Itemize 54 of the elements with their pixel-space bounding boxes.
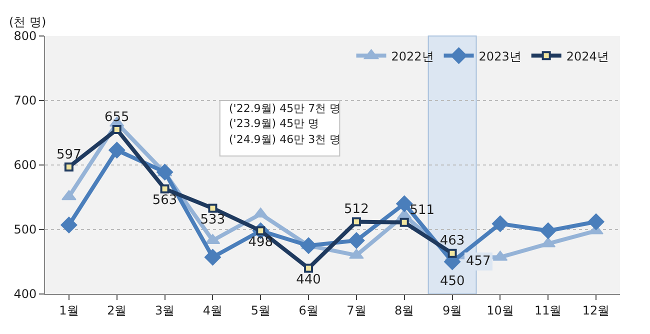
annotation: ('24.9월) 46만 3천 명: [229, 133, 341, 146]
point: [448, 248, 457, 258]
legend-label: 2023년: [478, 49, 522, 64]
point: [588, 213, 604, 230]
data-label: 498: [248, 234, 274, 250]
data-label: 512: [344, 202, 369, 218]
y-tick-label: 500: [14, 222, 37, 237]
data-label: 450: [440, 274, 465, 289]
x-tick-label: 6월: [298, 303, 318, 318]
point: [204, 248, 222, 266]
point: [540, 222, 556, 240]
data-label: 440: [296, 272, 321, 288]
point: [160, 184, 170, 194]
x-tick-label: 12월: [582, 303, 610, 318]
point: [352, 217, 361, 226]
x-tick-label: 4월: [202, 303, 223, 318]
x-tick-label: 1월: [59, 303, 79, 318]
data-label: 655: [104, 110, 130, 125]
point: [156, 164, 174, 180]
legend-label: 2024년: [566, 49, 609, 64]
point: [492, 215, 509, 232]
x-tick-label: 2월: [107, 303, 127, 318]
point: [349, 248, 364, 259]
point: [60, 216, 78, 234]
y-tick-label: 800: [14, 29, 37, 44]
legend-label: 2022년: [391, 49, 434, 64]
x-tick-label: 3월: [154, 303, 175, 318]
point: [208, 204, 218, 213]
y-tick-label: 700: [14, 94, 37, 108]
data-label: 457: [466, 254, 491, 269]
x-tick-label: 9월: [442, 303, 462, 318]
data-label: 597: [56, 147, 82, 162]
data-label: 533: [200, 212, 226, 228]
x-tick-label: 5월: [250, 303, 270, 318]
data-label: 511: [410, 202, 435, 218]
data-label: 463: [440, 234, 465, 249]
x-tick-label: 8월: [394, 303, 414, 318]
y-tick-label: 600: [14, 158, 37, 172]
point: [64, 162, 74, 172]
x-tick-label: 11월: [534, 303, 562, 318]
y-axis-title: (천 명): [9, 15, 46, 29]
data-label: 563: [152, 192, 178, 208]
point: [300, 237, 317, 254]
x-tick-label: 10월: [486, 303, 514, 318]
point: [108, 142, 126, 158]
point: [400, 218, 409, 227]
annotation: ('23.9월) 45만 명: [229, 117, 320, 130]
y-tick-label: 400: [14, 287, 37, 302]
point: [62, 190, 76, 200]
annotation: ('22.9월) 45만 7천 명: [229, 102, 341, 115]
point: [112, 125, 122, 134]
point: [348, 232, 365, 249]
point: [304, 264, 314, 273]
x-tick-label: 7월: [346, 303, 366, 318]
